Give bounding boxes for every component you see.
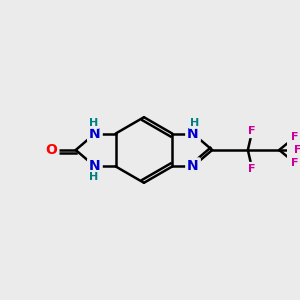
Text: N: N xyxy=(187,127,199,141)
Text: O: O xyxy=(46,143,57,157)
Text: H: H xyxy=(190,118,199,128)
Text: F: F xyxy=(294,145,300,155)
Text: F: F xyxy=(291,132,298,142)
Text: F: F xyxy=(248,164,256,173)
Text: F: F xyxy=(291,158,298,168)
Text: F: F xyxy=(248,127,256,136)
Text: N: N xyxy=(187,159,199,173)
Text: N: N xyxy=(89,159,101,173)
Text: H: H xyxy=(89,172,98,182)
Text: H: H xyxy=(89,118,98,128)
Text: N: N xyxy=(89,127,101,141)
